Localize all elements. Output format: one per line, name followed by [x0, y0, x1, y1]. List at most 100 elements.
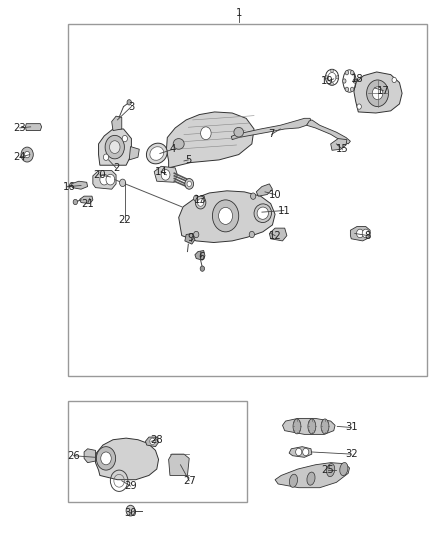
Circle shape [367, 80, 389, 107]
Circle shape [185, 179, 194, 189]
Circle shape [219, 207, 233, 224]
Polygon shape [99, 129, 131, 165]
Circle shape [200, 266, 205, 271]
Ellipse shape [173, 139, 184, 149]
Circle shape [350, 70, 354, 75]
Text: 6: 6 [198, 252, 205, 262]
Text: 32: 32 [345, 449, 357, 459]
Circle shape [372, 87, 383, 100]
Polygon shape [256, 184, 272, 196]
Circle shape [296, 448, 302, 456]
Bar [68, 401, 247, 502]
Polygon shape [95, 438, 159, 480]
Ellipse shape [150, 147, 164, 160]
Circle shape [21, 147, 33, 162]
Text: 24: 24 [14, 152, 26, 162]
Circle shape [122, 135, 127, 142]
Circle shape [336, 76, 339, 79]
Polygon shape [169, 454, 189, 475]
Polygon shape [145, 437, 159, 447]
Text: 13: 13 [194, 195, 207, 205]
Ellipse shape [340, 463, 348, 475]
Text: 19: 19 [321, 76, 334, 86]
Ellipse shape [257, 207, 268, 220]
Polygon shape [269, 228, 287, 241]
Text: 27: 27 [183, 476, 196, 486]
Circle shape [357, 229, 364, 238]
Ellipse shape [321, 419, 329, 434]
Circle shape [126, 505, 135, 516]
Circle shape [249, 231, 254, 238]
Circle shape [105, 135, 124, 159]
Polygon shape [331, 139, 347, 150]
Ellipse shape [327, 464, 335, 477]
Circle shape [362, 229, 369, 238]
Circle shape [331, 69, 333, 72]
Circle shape [198, 199, 204, 206]
Text: 9: 9 [187, 233, 194, 243]
Circle shape [212, 200, 239, 232]
Text: 22: 22 [118, 215, 131, 224]
Circle shape [106, 174, 115, 185]
Polygon shape [129, 147, 139, 160]
Polygon shape [307, 120, 350, 144]
Circle shape [101, 452, 111, 465]
Text: 10: 10 [269, 190, 281, 199]
Polygon shape [350, 227, 370, 241]
Text: 26: 26 [67, 451, 80, 461]
Circle shape [96, 447, 116, 470]
Circle shape [25, 151, 30, 158]
Circle shape [343, 79, 346, 83]
Circle shape [325, 76, 328, 79]
Polygon shape [354, 72, 402, 113]
Circle shape [357, 104, 361, 109]
Polygon shape [283, 418, 335, 434]
Polygon shape [25, 124, 42, 131]
Text: 20: 20 [94, 170, 106, 180]
Polygon shape [112, 116, 122, 131]
Circle shape [350, 87, 354, 92]
Text: 30: 30 [124, 508, 137, 518]
Text: 31: 31 [345, 423, 357, 432]
Circle shape [127, 100, 131, 105]
Text: 25: 25 [321, 465, 334, 475]
Text: 1: 1 [236, 9, 242, 18]
Polygon shape [289, 447, 312, 457]
Polygon shape [71, 181, 88, 189]
Text: 17: 17 [377, 86, 390, 95]
Bar [68, 24, 427, 376]
Circle shape [110, 141, 120, 154]
Circle shape [251, 193, 256, 199]
Circle shape [303, 448, 309, 456]
Circle shape [103, 154, 109, 160]
Circle shape [194, 195, 199, 201]
Polygon shape [275, 463, 350, 488]
Text: 3: 3 [128, 102, 134, 111]
Circle shape [120, 179, 126, 187]
Text: 15: 15 [336, 144, 349, 154]
Text: 8: 8 [365, 231, 371, 240]
Circle shape [195, 196, 206, 209]
Polygon shape [93, 171, 116, 189]
Text: 11: 11 [277, 206, 290, 215]
Text: 28: 28 [151, 435, 163, 445]
Polygon shape [154, 166, 177, 182]
Circle shape [150, 438, 155, 445]
Ellipse shape [234, 127, 244, 137]
Polygon shape [195, 251, 205, 260]
Text: 7: 7 [268, 130, 275, 139]
Ellipse shape [307, 472, 315, 485]
Polygon shape [80, 196, 93, 204]
Ellipse shape [293, 419, 301, 434]
Text: 12: 12 [268, 231, 282, 240]
Text: 23: 23 [14, 123, 26, 133]
Text: 21: 21 [81, 199, 94, 208]
Circle shape [100, 174, 109, 185]
Text: 18: 18 [351, 74, 363, 84]
Circle shape [392, 77, 396, 83]
Polygon shape [84, 449, 95, 463]
Text: 29: 29 [124, 481, 137, 491]
Circle shape [73, 199, 78, 205]
Ellipse shape [308, 419, 316, 434]
Ellipse shape [146, 143, 167, 164]
